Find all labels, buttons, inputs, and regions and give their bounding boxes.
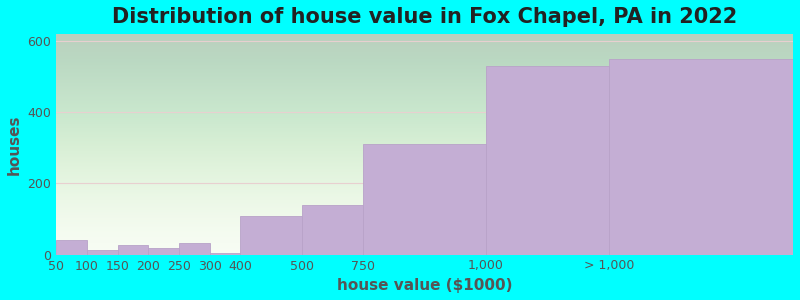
Bar xyxy=(56,240,87,255)
Bar xyxy=(118,245,148,255)
Bar xyxy=(486,66,609,255)
Bar xyxy=(302,205,363,255)
Bar xyxy=(241,215,302,255)
Y-axis label: houses: houses xyxy=(7,114,22,175)
X-axis label: house value ($1000): house value ($1000) xyxy=(337,278,512,293)
Bar xyxy=(87,250,118,255)
Bar xyxy=(363,144,486,255)
Bar xyxy=(210,253,241,255)
Bar xyxy=(148,248,179,255)
Bar xyxy=(179,243,210,255)
Title: Distribution of house value in Fox Chapel, PA in 2022: Distribution of house value in Fox Chape… xyxy=(112,7,738,27)
Bar xyxy=(609,59,793,255)
